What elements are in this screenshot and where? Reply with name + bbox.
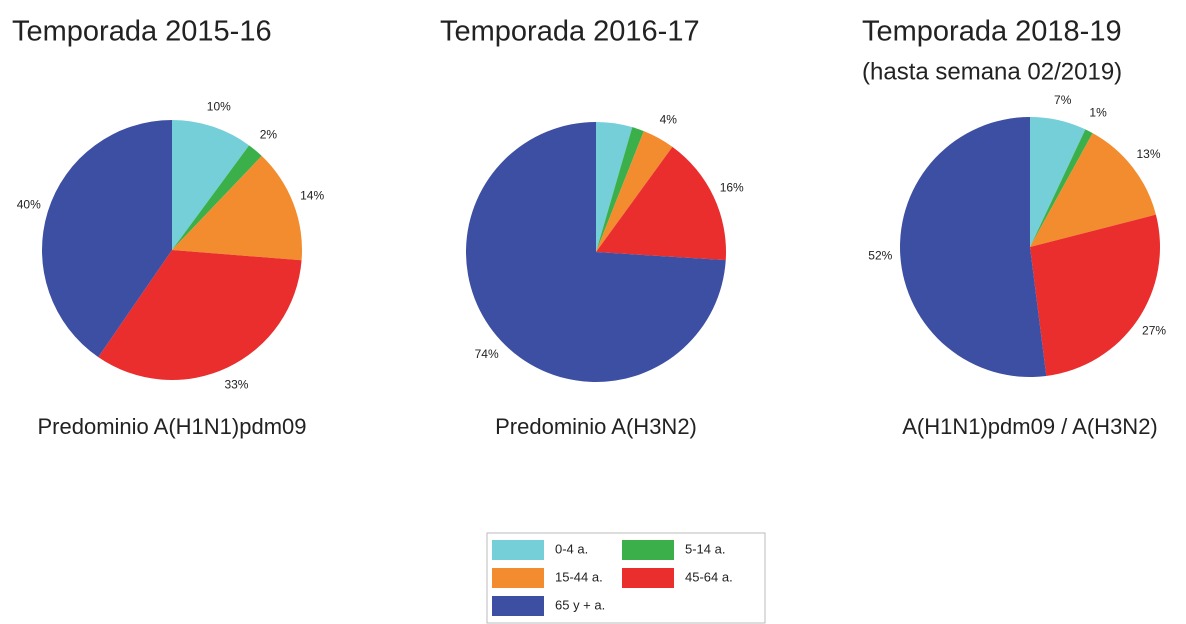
pie-slice <box>596 122 633 252</box>
chart-title: Temporada 2018-19 <box>862 16 1122 48</box>
pie-slice <box>1030 133 1156 247</box>
chart-title: Temporada 2015-16 <box>12 16 272 48</box>
legend-label: 65 y + a. <box>555 597 605 612</box>
value-label: 16% <box>720 180 744 194</box>
chart-title: Temporada 2016-17 <box>440 16 700 48</box>
pie-slice <box>42 120 172 358</box>
legend-label: 0-4 a. <box>555 541 588 556</box>
chart-caption: Predominio A(H3N2) <box>495 414 697 439</box>
pie-slice <box>465 122 726 383</box>
legend-label: 15-44 a. <box>555 569 603 584</box>
value-label: 14% <box>300 189 324 203</box>
pie-slice <box>1030 129 1093 247</box>
value-label: 4% <box>660 113 678 127</box>
pie-slice <box>596 146 726 261</box>
value-label: 74% <box>475 347 499 361</box>
legend-label: 5-14 a. <box>685 541 725 556</box>
pie-slice <box>172 120 250 250</box>
pie-slice <box>596 127 644 252</box>
chart-caption: Predominio A(H1N1)pdm09 <box>37 414 306 439</box>
pie-slice <box>1030 214 1160 376</box>
pie-slice <box>98 250 302 380</box>
legend-label: 45-64 a. <box>685 569 733 584</box>
pie-slice <box>1030 117 1086 247</box>
value-label: 7% <box>1054 93 1072 107</box>
pie-slice <box>172 145 262 250</box>
value-label: 27% <box>1142 323 1166 337</box>
legend-swatch <box>622 540 674 560</box>
legend-swatch <box>492 540 544 560</box>
pie-slice <box>900 117 1047 377</box>
value-label: 52% <box>868 249 892 263</box>
value-label: 33% <box>224 378 248 392</box>
legend-swatch <box>492 596 544 616</box>
pie-slice <box>596 131 673 252</box>
value-label: 1% <box>1089 106 1107 120</box>
value-label: 13% <box>1137 147 1161 161</box>
value-label: 40% <box>17 198 41 212</box>
legend-swatch <box>622 568 674 588</box>
value-label: 2% <box>260 127 278 141</box>
chart-subtitle: (hasta semana 02/2019) <box>862 58 1122 85</box>
chart-caption: A(H1N1)pdm09 / A(H3N2) <box>902 414 1158 439</box>
pie-slice <box>172 155 302 261</box>
legend-swatch <box>492 568 544 588</box>
value-label: 10% <box>207 100 231 114</box>
